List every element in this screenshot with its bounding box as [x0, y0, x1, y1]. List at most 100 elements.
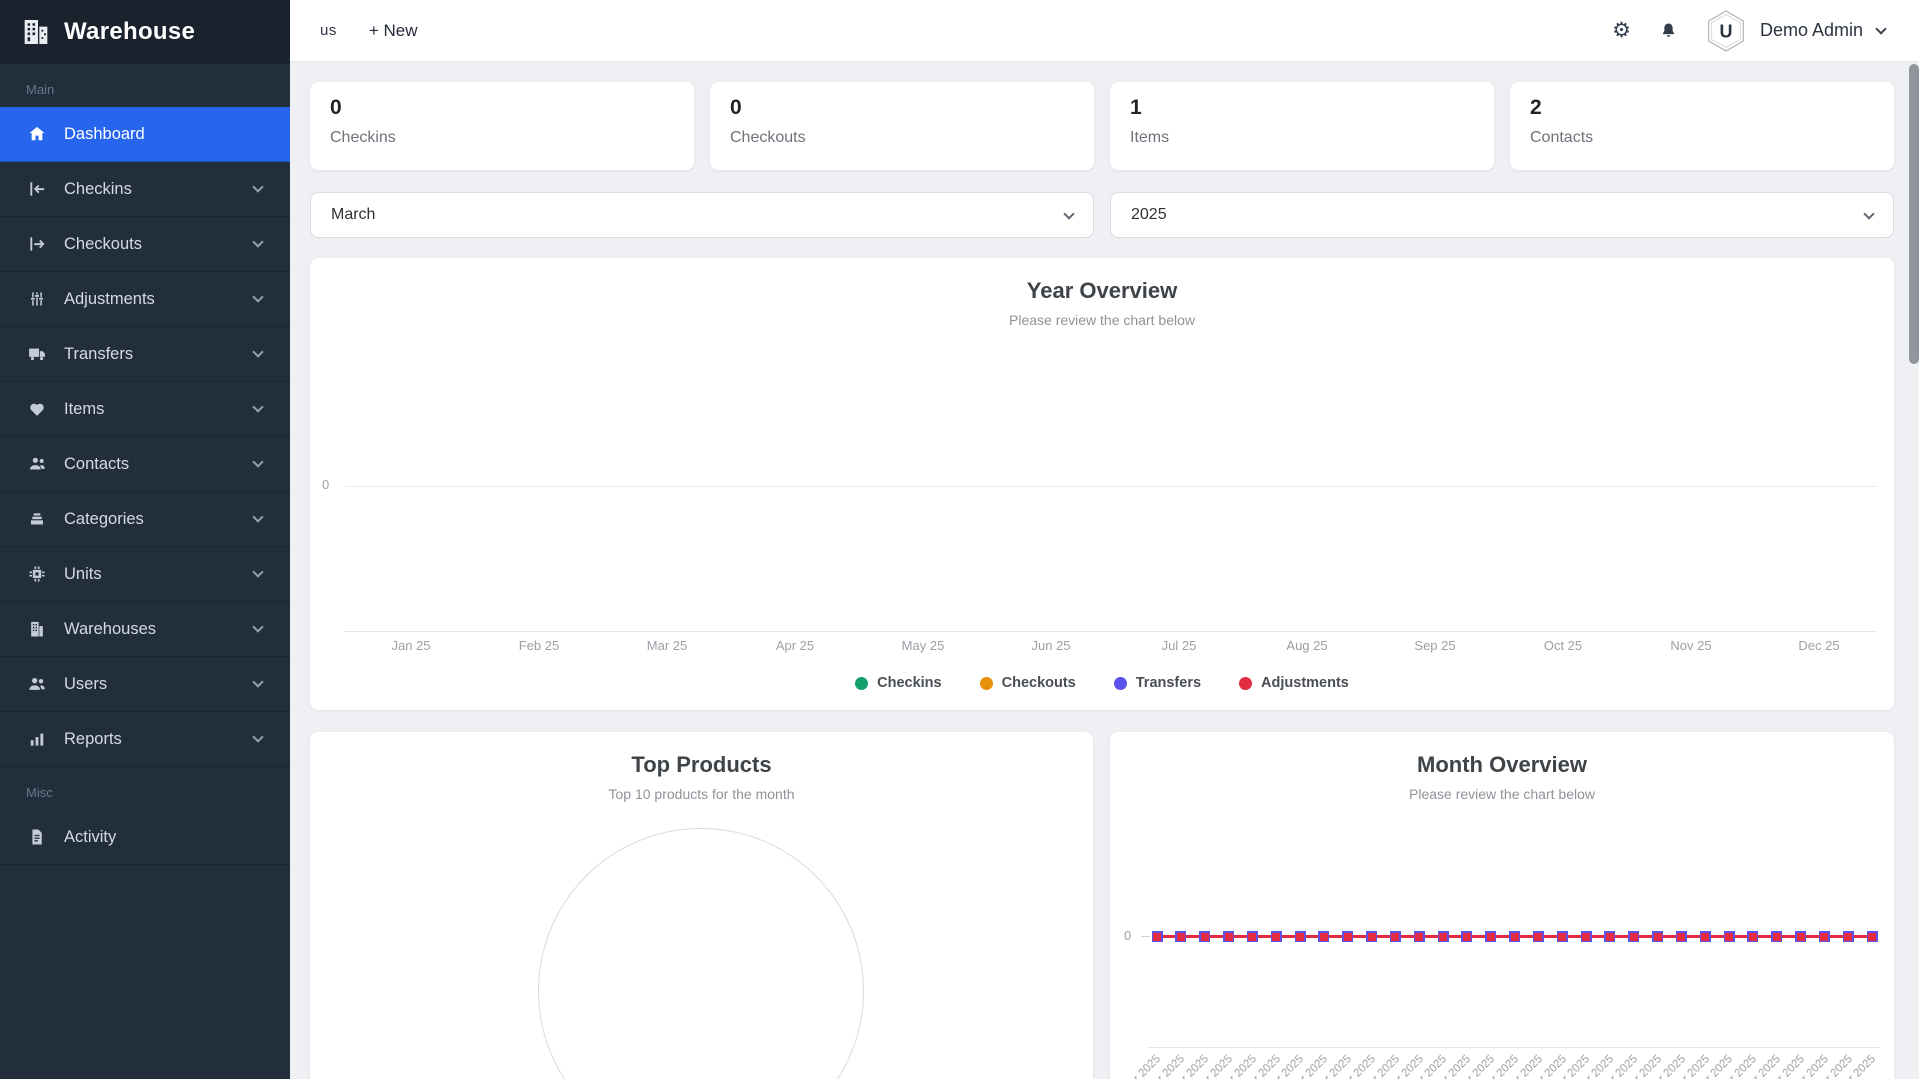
legend-item-adjustments[interactable]: Adjustments	[1239, 675, 1349, 691]
sidebar-item-checkins[interactable]: Checkins	[0, 162, 290, 217]
chevron-down-icon	[252, 401, 264, 413]
stat-value: 0	[730, 96, 742, 119]
sidebar-item-label: Transfers	[64, 344, 134, 363]
year-select-value: 2025	[1131, 206, 1167, 223]
month-x-axis-line	[1148, 1047, 1880, 1048]
data-point-marker	[1199, 931, 1211, 942]
file-icon	[26, 826, 48, 848]
sidebar-item-label: Dashboard	[64, 124, 145, 143]
legend-dot	[855, 676, 869, 690]
top-products-title: Top Products	[631, 752, 772, 777]
new-button[interactable]: + New	[368, 20, 418, 40]
year-x-tick: Sep 25	[1414, 638, 1456, 653]
data-point-marker	[1223, 931, 1234, 942]
scrollbar-thumb[interactable]	[1909, 64, 1919, 364]
data-point-marker	[1270, 931, 1282, 942]
chevron-down-icon[interactable]	[1875, 22, 1887, 35]
data-point-marker	[1366, 931, 1377, 942]
sidebar-item-items[interactable]: Items	[0, 382, 290, 437]
stats-row: 0 Checkins 0 Checkouts 1 Items 2 Contacts	[310, 82, 1894, 170]
year-x-tick: Aug 25	[1286, 638, 1328, 653]
sidebar-item-warehouses[interactable]: Warehouses	[0, 602, 290, 657]
stat-label: Contacts	[1530, 129, 1594, 146]
bell-icon[interactable]	[1659, 21, 1678, 40]
avatar[interactable]: U	[1704, 9, 1748, 53]
chevron-down-icon	[252, 566, 264, 578]
stat-label: Checkouts	[730, 129, 806, 146]
app-title: Warehouse	[64, 18, 196, 45]
year-x-tick: Jul 25	[1161, 638, 1197, 653]
scrollbar-track	[1909, 62, 1919, 1079]
sidebar-item-reports[interactable]: Reports	[0, 712, 290, 767]
sidebar-item-activity[interactable]: Activity	[0, 810, 290, 865]
avatar-initial: U	[1719, 21, 1732, 41]
empty-doughnut-chart	[538, 828, 864, 1079]
year-chart-title: Year Overview	[1026, 278, 1178, 303]
chevron-down-icon	[252, 676, 264, 688]
heart-icon	[26, 398, 48, 420]
chevron-down-icon	[252, 291, 264, 303]
sidebar-item-label: Contacts	[64, 454, 130, 473]
sidebar-item-units[interactable]: Units	[0, 547, 290, 602]
sidebar-item-transfers[interactable]: Transfers	[0, 327, 290, 382]
truck-icon	[26, 343, 48, 365]
sidebar-nav: Main Dashboard Checkins Checkouts Adjustment…	[0, 64, 290, 865]
user-menu[interactable]: Demo Admin	[1759, 20, 1863, 40]
gear-icon[interactable]: ⚙	[1612, 19, 1631, 42]
data-point-marker	[1795, 931, 1806, 942]
sidebar-item-contacts[interactable]: Contacts	[0, 437, 290, 492]
legend-item-transfers[interactable]: Transfers	[1113, 675, 1201, 691]
data-point-marker	[1532, 931, 1544, 942]
month-select[interactable]: March	[310, 192, 1094, 238]
chip-icon	[26, 563, 48, 585]
chevron-down-icon	[252, 731, 264, 743]
stat-label: Items	[1130, 129, 1170, 146]
filters-row: March 2025	[310, 192, 1894, 238]
year-overview-card: Year Overview Please review the chart be…	[310, 258, 1894, 710]
chevron-down-icon	[1863, 207, 1875, 220]
stat-value: 2	[1530, 96, 1542, 119]
month-chart-subtitle: Please review the chart below	[1409, 786, 1595, 802]
chevron-down-icon	[252, 236, 264, 248]
sidebar-item-label: Warehouses	[64, 619, 157, 638]
app-logo[interactable]: Warehouse	[0, 0, 290, 64]
year-select[interactable]: 2025	[1110, 192, 1894, 238]
sidebar-item-label: Users	[64, 674, 108, 693]
sidebar-item-label: Items	[64, 399, 105, 418]
warehouse-icon	[26, 618, 48, 640]
sidebar-item-dashboard[interactable]: Dashboard	[0, 107, 290, 162]
legend-dot	[979, 676, 993, 690]
chevron-down-icon	[1063, 207, 1075, 220]
month-select-value: March	[331, 206, 376, 223]
month-overview-card: Month Overview Please review the chart b…	[1109, 732, 1894, 1079]
data-point-marker	[1699, 931, 1711, 942]
section-label: Misc	[26, 785, 53, 800]
sidebar-item-checkouts[interactable]: Checkouts	[0, 217, 290, 272]
sidebar-item-adjustments[interactable]: Adjustments	[0, 272, 290, 327]
month-y-tick-0: 0	[1124, 928, 1132, 943]
stat-card-checkouts: 0 Checkouts	[710, 82, 1094, 170]
section-label: Main	[26, 82, 55, 97]
month-chart-title: Month Overview	[1417, 752, 1587, 777]
data-point-marker	[1342, 931, 1354, 942]
sidebar-item-label: Categories	[64, 509, 144, 528]
data-point-marker	[1866, 931, 1878, 942]
year-x-tick: Feb 25	[518, 638, 560, 653]
chevron-down-icon	[252, 511, 264, 523]
stat-value: 1	[1130, 96, 1142, 119]
checkout-icon	[26, 233, 48, 255]
sidebar-item-users[interactable]: Users	[0, 657, 290, 712]
legend-item-checkins[interactable]: Checkins	[855, 675, 942, 691]
chart-legend: Checkins Checkouts Transfers Adjustments	[310, 675, 1894, 691]
year-x-tick: Mar 25	[646, 638, 688, 653]
locale-button[interactable]: us	[320, 22, 337, 39]
legend-item-checkouts[interactable]: Checkouts	[979, 675, 1076, 691]
sliders-icon	[26, 288, 48, 310]
year-zero-gridline	[345, 486, 1877, 487]
data-point-marker	[1580, 931, 1592, 942]
sidebar-item-categories[interactable]: Categories	[0, 492, 290, 547]
year-x-tick: Jun 25	[1031, 638, 1071, 653]
data-point-marker	[1771, 931, 1783, 942]
main-content: 0 Checkins 0 Checkouts 1 Items 2 Contacts March…	[290, 62, 1919, 1079]
data-point-marker	[1723, 931, 1735, 942]
